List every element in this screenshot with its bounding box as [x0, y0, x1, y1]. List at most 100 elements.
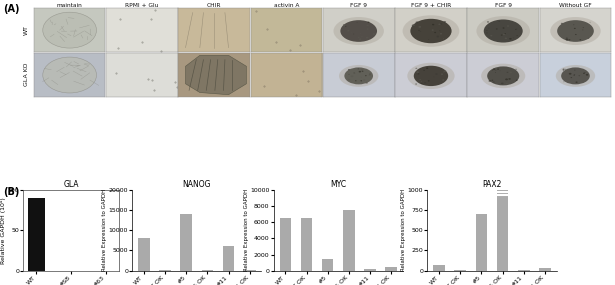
Ellipse shape [585, 74, 589, 76]
Text: (A): (A) [3, 4, 20, 14]
Ellipse shape [569, 73, 571, 75]
Ellipse shape [569, 39, 570, 40]
Ellipse shape [517, 35, 518, 36]
Ellipse shape [434, 32, 436, 33]
Title: MYC: MYC [330, 180, 346, 189]
Ellipse shape [419, 79, 421, 80]
Bar [159, 270, 171, 271]
Ellipse shape [435, 73, 438, 75]
Ellipse shape [428, 39, 429, 40]
Ellipse shape [333, 17, 384, 45]
Ellipse shape [561, 23, 563, 24]
Ellipse shape [509, 78, 511, 80]
Ellipse shape [437, 36, 439, 38]
Ellipse shape [43, 12, 97, 48]
Ellipse shape [477, 16, 530, 46]
Ellipse shape [496, 28, 498, 30]
Ellipse shape [574, 70, 576, 71]
Ellipse shape [515, 29, 517, 30]
Bar [497, 190, 509, 271]
Ellipse shape [367, 25, 369, 26]
Ellipse shape [486, 32, 488, 34]
Text: (B): (B) [3, 187, 20, 197]
Ellipse shape [438, 23, 441, 25]
Bar [301, 218, 312, 271]
Ellipse shape [343, 24, 344, 25]
Ellipse shape [579, 72, 582, 74]
Ellipse shape [507, 25, 509, 27]
Bar [454, 270, 466, 271]
Y-axis label: Relative Expression to GAPDH: Relative Expression to GAPDH [402, 189, 407, 271]
Ellipse shape [588, 38, 589, 39]
Ellipse shape [583, 73, 585, 74]
Ellipse shape [497, 68, 499, 70]
Ellipse shape [359, 38, 361, 40]
Ellipse shape [487, 66, 519, 86]
Ellipse shape [566, 37, 568, 39]
Ellipse shape [345, 26, 346, 27]
Ellipse shape [415, 84, 417, 85]
Title: PAX2: PAX2 [482, 180, 502, 189]
Ellipse shape [347, 79, 350, 80]
Ellipse shape [579, 75, 580, 76]
Ellipse shape [481, 64, 525, 88]
Ellipse shape [513, 37, 514, 38]
Ellipse shape [418, 26, 421, 28]
Ellipse shape [576, 82, 577, 83]
Title: FGF 9 + CHIR: FGF 9 + CHIR [411, 3, 451, 8]
Ellipse shape [515, 69, 517, 70]
Ellipse shape [563, 68, 565, 70]
Title: activin A: activin A [274, 3, 299, 8]
Title: GLA: GLA [63, 180, 79, 189]
Polygon shape [186, 55, 247, 95]
Ellipse shape [566, 39, 568, 40]
Ellipse shape [403, 15, 459, 47]
Ellipse shape [574, 28, 576, 29]
Ellipse shape [424, 82, 426, 84]
Ellipse shape [410, 19, 451, 43]
Ellipse shape [355, 80, 357, 81]
Ellipse shape [411, 25, 415, 27]
Y-axis label: Relative Expression to GAPDH: Relative Expression to GAPDH [102, 189, 107, 271]
Bar [539, 268, 550, 271]
Title: CHIR: CHIR [207, 3, 221, 8]
Ellipse shape [561, 68, 590, 84]
Ellipse shape [517, 75, 518, 76]
Ellipse shape [439, 30, 440, 31]
Ellipse shape [366, 37, 368, 38]
Ellipse shape [363, 79, 365, 81]
Ellipse shape [550, 17, 601, 45]
Bar [434, 265, 445, 271]
Ellipse shape [586, 30, 588, 32]
Ellipse shape [413, 24, 415, 26]
Bar [386, 267, 397, 271]
Ellipse shape [582, 27, 584, 28]
Ellipse shape [351, 75, 354, 77]
Ellipse shape [587, 26, 589, 27]
Bar [138, 238, 149, 271]
Ellipse shape [442, 79, 445, 81]
Ellipse shape [344, 68, 373, 84]
Ellipse shape [569, 38, 571, 39]
Ellipse shape [432, 29, 434, 31]
Ellipse shape [419, 31, 421, 32]
Ellipse shape [407, 63, 454, 89]
Ellipse shape [516, 28, 517, 29]
Ellipse shape [573, 75, 575, 76]
Ellipse shape [432, 24, 434, 25]
Ellipse shape [43, 57, 97, 93]
Ellipse shape [423, 70, 425, 71]
Ellipse shape [428, 80, 430, 82]
Ellipse shape [421, 83, 423, 84]
Bar [475, 214, 487, 271]
Ellipse shape [347, 30, 349, 31]
Ellipse shape [354, 73, 355, 74]
Ellipse shape [360, 77, 362, 78]
Y-axis label: Relative GAPDH (10⁴): Relative GAPDH (10⁴) [0, 197, 6, 264]
Bar [180, 214, 192, 271]
Ellipse shape [503, 34, 505, 35]
Ellipse shape [416, 21, 418, 23]
Ellipse shape [507, 72, 508, 73]
Title: Without GF: Without GF [559, 3, 592, 8]
Ellipse shape [493, 68, 495, 70]
